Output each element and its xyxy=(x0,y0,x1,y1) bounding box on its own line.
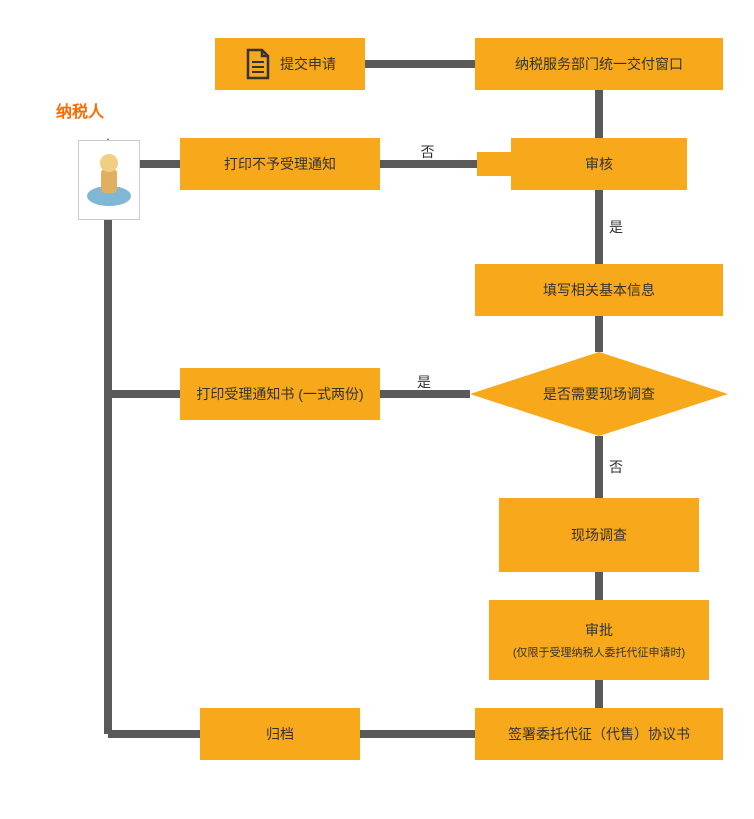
edge-label-survey-yes: 是 xyxy=(417,372,431,392)
node-survey: 现场调查 xyxy=(499,498,699,572)
edge-submit-deliver xyxy=(365,60,475,68)
node-review: 审核 xyxy=(511,138,687,190)
node-approve-label: 审批 xyxy=(585,620,613,640)
edge-label-survey-no: 否 xyxy=(609,457,623,477)
node-reject_print: 打印不予受理通知 xyxy=(180,138,380,190)
taxpayer-image xyxy=(78,140,140,220)
edge-archive-bus xyxy=(108,730,200,738)
node-print_notice: 打印受理通知书 (一式两份) xyxy=(180,368,380,420)
node-sign: 签署委托代征（代售）协议书 xyxy=(475,708,723,760)
edge-print-bus xyxy=(108,390,180,398)
flowchart-canvas: 提交申请 纳税服务部门统一交付窗口打印不予受理通知 审核填写相关基本信息是否需要现场… xyxy=(0,0,754,819)
edge-bus-vertical xyxy=(104,179,112,734)
edge-diamond-survey xyxy=(595,436,603,498)
node-need_survey-label: 是否需要现场调查 xyxy=(543,384,655,404)
document-icon xyxy=(244,48,272,80)
edge-label-review-yes: 是 xyxy=(609,217,623,237)
edge-label-review-no: 否 xyxy=(421,142,435,162)
edge-survey-approve xyxy=(595,572,603,600)
node-submit: 提交申请 xyxy=(215,38,365,90)
edge-review-basic xyxy=(595,190,603,264)
review-tab xyxy=(477,152,511,176)
node-basic_info: 填写相关基本信息 xyxy=(475,264,723,316)
node-deliver: 纳税服务部门统一交付窗口 xyxy=(475,38,723,90)
node-submit-label: 提交申请 xyxy=(280,54,336,74)
taxpayer-label: 纳税人 xyxy=(56,98,104,122)
node-approve-sub: (仅限于受理纳税人委托代征申请时) xyxy=(513,644,685,660)
node-approve: 审批 (仅限于受理纳税人委托代征申请时) xyxy=(489,600,709,680)
edge-deliver-review xyxy=(595,90,603,138)
node-need_survey: 是否需要现场调查 xyxy=(470,352,728,436)
edge-basic-diamond xyxy=(595,316,603,352)
node-archive: 归档 xyxy=(200,708,360,760)
edge-approve-sign xyxy=(595,680,603,708)
edge-sign-archive xyxy=(360,730,475,738)
